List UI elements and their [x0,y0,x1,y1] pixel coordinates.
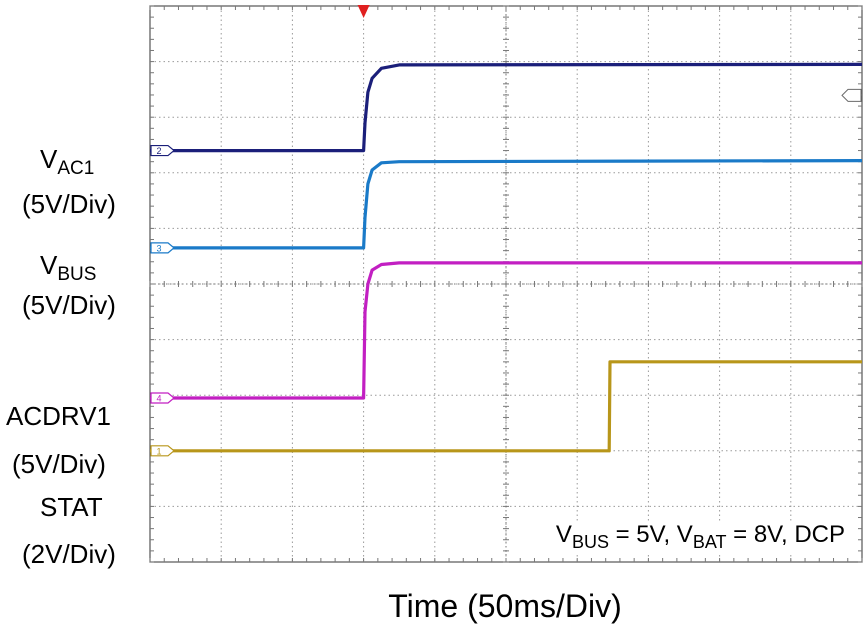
channel-scale-vac1: (5V/Div) [22,189,116,219]
channel-label-main: V [40,144,58,174]
condition-text: V [555,521,572,548]
x-axis-label: Time (50ms/Div) [388,588,622,624]
channel-marker-number: 2 [156,146,161,156]
test-condition-annotation: VBUS = 5V, VBAT = 8V, DCP [551,521,849,553]
channel-marker-vbus: 3 [150,242,175,254]
channel-marker-tag [150,144,175,157]
channel-marker-tag [150,242,175,254]
channel-scale-stat: (2V/Div) [22,539,116,569]
trace-acdrv1 [150,261,862,400]
channel-marker-acdrv1: 4 [150,392,175,404]
channel-marker-vac1: 2 [150,144,175,157]
channel-marker-stat: 1 [150,445,175,457]
condition-text: = 5V, V [608,521,693,548]
channel-scale-acdrv1: (5V/Div) [12,449,106,479]
trigger-level-shape [841,88,862,102]
trace-stat [150,360,862,453]
trigger-level-tag [841,88,862,102]
channel-label-vac1: VAC1 [40,146,94,178]
trace-layer [150,62,863,453]
channel-label-acdrv1: ACDRV1 [6,403,111,429]
condition-text: = 8V, DCP [726,521,845,548]
condition-sub: BUS [571,532,609,552]
channel-marker-number: 4 [156,393,161,403]
channel-marker-tag [150,392,175,404]
channel-label-main: ACDRV1 [6,401,112,431]
channel-label-vbus: VBUS [40,252,96,284]
channel-marker-number: 1 [156,446,161,456]
plot-grid [149,5,863,563]
channel-marker-tag [150,445,175,457]
channel-label-sub: AC1 [57,158,95,179]
channel-marker-layer: 2 3 4 1 [150,88,862,457]
trace-vac1 [150,62,863,153]
trigger-arrow [357,5,370,18]
trigger-marker [357,5,370,18]
trace-vbus [150,159,863,250]
channel-label-stat: STAT [40,494,103,520]
channel-label-main: V [40,250,58,280]
channel-scale-vbus: (5V/Div) [22,290,116,320]
channel-label-main: STAT [40,492,103,522]
condition-sub: BAT [692,532,727,552]
channel-marker-number: 3 [156,243,161,253]
channel-label-sub: BUS [57,264,97,285]
